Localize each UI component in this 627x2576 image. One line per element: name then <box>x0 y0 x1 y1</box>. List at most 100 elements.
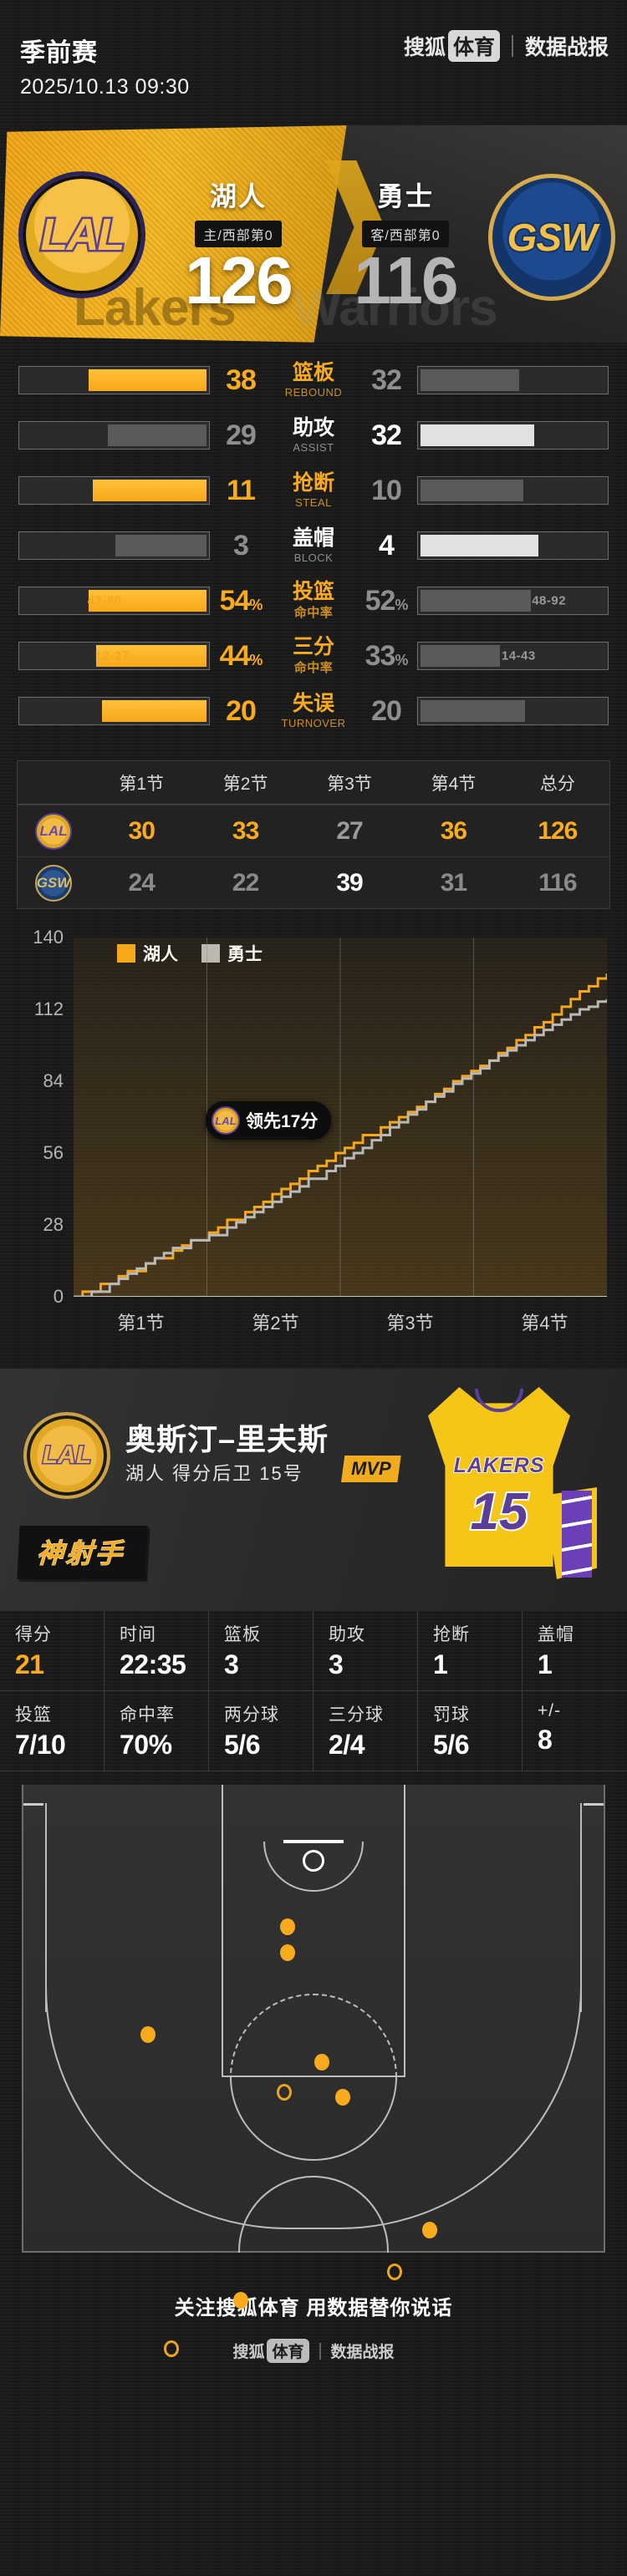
chart-plot-area: LAL 领先17分 0 28 56 84 112 140 <box>15 927 612 1307</box>
player-stat-cell: 两分球 5/6 <box>209 1691 314 1771</box>
mvp-player-name: 奥斯汀–里夫斯 <box>125 1422 329 1456</box>
home-stat-bar <box>18 421 210 450</box>
player-stat-key: 篮板 <box>224 1625 261 1644</box>
footer-slogan: 关注搜狐体育 用数据替你说话 <box>174 2297 453 2319</box>
stat-label: 三分 命中率 <box>292 634 334 676</box>
legend-swatch-icon <box>117 944 135 963</box>
mvp-team-logo: LAL <box>23 1412 110 1499</box>
chart-y-tick: 28 <box>43 1214 64 1235</box>
annotation-team-abbr: LAL <box>215 1114 237 1127</box>
stat-label: 篮板 REBOUND <box>284 361 343 399</box>
player-stat-key: 三分球 <box>329 1705 384 1725</box>
player-stat-key: +/- <box>538 1701 562 1720</box>
player-stat-key: 罚球 <box>433 1705 470 1725</box>
quarter-table-header: 第1节 第2节 第3节 第4节 总分 <box>18 761 609 805</box>
player-stat-key: 助攻 <box>329 1625 365 1644</box>
away-stat-bar <box>417 531 609 560</box>
stat-row: 3 盖帽 BLOCK 4 <box>18 523 609 568</box>
away-stat-value: 52% <box>364 584 409 617</box>
shot-marker-missed <box>277 2084 293 2101</box>
quarter-table-row: GSW 24 22 39 31 116 <box>18 856 609 908</box>
quarter-score-cell: 116 <box>538 868 577 897</box>
away-team-logo: GSW <box>488 174 615 301</box>
legend-label: 湖人 <box>143 941 178 966</box>
sohu-text: 搜狐 <box>403 36 446 59</box>
home-stat-value: 44% <box>219 639 263 672</box>
quarter-score-cell: 33 <box>232 816 259 845</box>
jersey-body-shape <box>428 1387 570 1567</box>
home-stat-value: 54% <box>219 584 263 617</box>
mvp-nickname-badge: 神射手 <box>17 1526 148 1579</box>
sohu-sports-logo: 搜狐 体育 <box>404 30 500 62</box>
legend-swatch-icon <box>201 944 220 963</box>
home-stat-detail: 12-27 <box>94 648 130 663</box>
footer-sohu-text: 搜狐 <box>232 2344 265 2361</box>
stat-label: 投篮 命中率 <box>292 579 334 621</box>
chart-canvas <box>74 937 609 1298</box>
chart-y-tick: 84 <box>43 1070 64 1091</box>
away-stat-bar: 14-43 <box>417 642 609 670</box>
away-stat-value: 4 <box>379 529 395 561</box>
player-stat-value: 22:35 <box>120 1649 186 1679</box>
chart-x-tick: 第2节 <box>252 1313 299 1334</box>
away-team-block: 勇士 客/西部第0 116 <box>334 175 477 314</box>
legend-item: 勇士 <box>201 941 263 966</box>
footer-sports-chip: 体育 <box>267 2339 309 2363</box>
page-footer: 关注搜狐体育 用数据替你说话 搜狐 体育 数据战报 <box>0 2253 627 2388</box>
shot-marker-made <box>233 2291 249 2309</box>
quarter-score-cell: 30 <box>128 816 155 845</box>
player-stat-key: 盖帽 <box>538 1625 574 1644</box>
page-header: 季前赛 2025/10.13 09:30 搜狐 体育 数据战报 <box>0 0 627 125</box>
chart-y-tick: 112 <box>33 998 64 1019</box>
mvp-team-abbr: LAL <box>41 1440 92 1471</box>
quarter-score-cell: 27 <box>336 816 363 845</box>
quarter-score-cell: 36 <box>440 816 467 845</box>
home-stat-bar: 12-27 <box>18 642 210 670</box>
home-team-tag: 主/西部第0 <box>195 221 282 247</box>
home-stat-bar <box>18 531 210 560</box>
player-stat-cell: +/- 8 <box>522 1691 627 1771</box>
quarter-header-cell: 总分 <box>539 774 575 794</box>
footer-brand: 搜狐 体育 数据战报 <box>0 2339 627 2363</box>
home-score: 126 <box>185 243 293 318</box>
shot-marker-made <box>279 1918 295 1936</box>
home-team-block: 湖人 主/西部第0 126 <box>167 175 309 318</box>
mvp-badge: MVP <box>341 1456 401 1482</box>
stat-label: 抢断 STEAL <box>292 471 334 509</box>
stat-row: 38 篮板 REBOUND 32 <box>18 358 609 403</box>
player-stat-value: 7/10 <box>15 1730 66 1760</box>
home-stat-bar <box>18 476 210 505</box>
quarter-score-cell: 39 <box>336 868 363 897</box>
home-team-abbr: LAL <box>38 208 127 262</box>
mvp-stat-grid: 得分 21 时间 22:35 篮板 3 助攻 3 抢断 1 盖帽 1 投篮 7/10 命中率 70% 两分球 5/… <box>0 1611 627 1771</box>
home-stat-value: 29 <box>226 419 257 451</box>
rim-icon <box>303 1850 324 1872</box>
stat-row: 43-80 54% 投篮 命中率 52% 48-92 <box>18 578 609 623</box>
away-stat-value: 33% <box>364 639 409 672</box>
player-stat-cell: 命中率 70% <box>104 1691 209 1771</box>
player-stat-cell: 盖帽 1 <box>522 1611 627 1691</box>
stat-row: 29 助攻 ASSIST 32 <box>18 413 609 458</box>
player-stat-cell: 时间 22:35 <box>104 1611 209 1691</box>
footer-report-label: 数据战报 <box>330 2344 395 2361</box>
quarter-header-cell: 第2节 <box>222 774 268 794</box>
stat-row: 12-27 44% 三分 命中率 33% 14-43 <box>18 633 609 678</box>
chart-x-axis: 第1节 第2节 第3节 第4节 <box>74 1308 612 1335</box>
quarter-header-cell: 第4节 <box>431 774 477 794</box>
away-stat-bar <box>417 476 609 505</box>
away-team-tag: 客/西部第0 <box>362 221 449 247</box>
shot-marker-made <box>334 2088 350 2106</box>
game-datetime: 2025/10.13 09:30 <box>20 75 190 99</box>
shot-marker-missed <box>387 2264 403 2281</box>
home-stat-bar: 43-80 <box>18 587 210 615</box>
jersey-team-text: LAKERS <box>453 1453 545 1478</box>
shot-marker-made <box>279 1943 295 1961</box>
player-stat-cell: 助攻 3 <box>314 1611 418 1691</box>
away-stat-value: 20 <box>371 694 402 727</box>
quarter-header-cell: 第3节 <box>327 774 372 794</box>
quarter-score-table: 第1节 第2节 第3节 第4节 总分 LAL 30 33 27 36 126 GSW 24 22 39 31… <box>17 760 610 909</box>
legend-label: 勇士 <box>227 941 263 966</box>
away-stat-bar: 48-92 <box>417 587 609 615</box>
court-tick-right <box>584 1803 604 1806</box>
chart-x-tick: 第4节 <box>521 1313 568 1334</box>
